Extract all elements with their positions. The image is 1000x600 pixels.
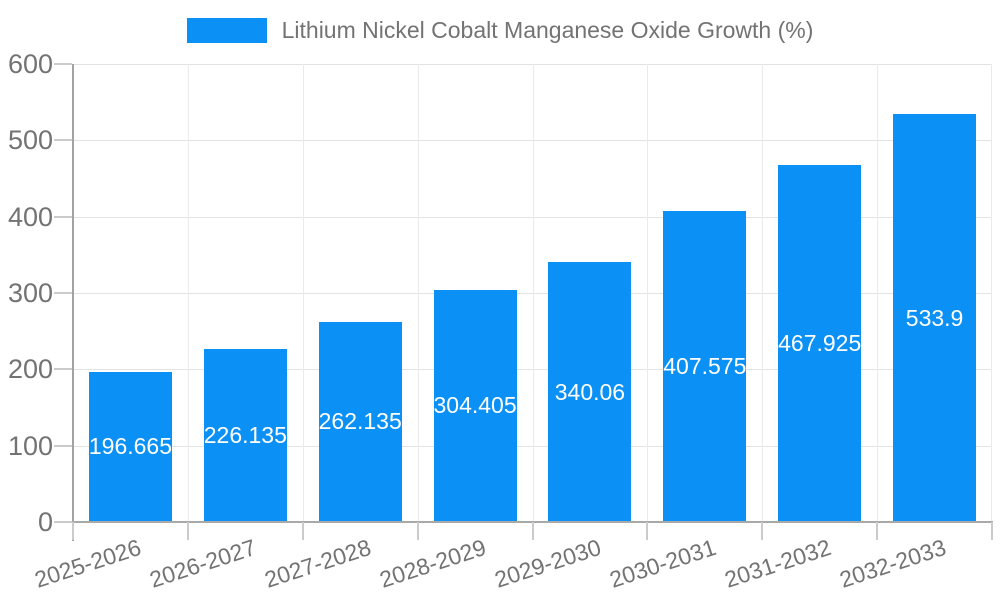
x-tick-mark (991, 522, 993, 540)
x-tick-label: 2029-2030 (491, 534, 604, 593)
y-tick-mark (54, 215, 72, 218)
bar: 407.575 (663, 210, 747, 522)
y-tick-label: 0 (37, 507, 53, 537)
y-tick-mark (54, 368, 72, 371)
y-tick-mark (54, 63, 72, 65)
x-tick-label: 2032-2033 (835, 534, 949, 593)
bar: 467.925 (778, 164, 862, 522)
x-tick-mark (531, 522, 534, 540)
plot-area: 196.665 226.135 262.135 304.405 340.06 407.57… (73, 64, 992, 522)
bar-value-label: 407.575 (663, 352, 747, 379)
bar: 262.135 (318, 321, 402, 522)
v-gridline (302, 64, 304, 522)
bar-value-label: 226.135 (203, 422, 287, 449)
bar-value-label: 262.135 (318, 408, 402, 435)
x-tick-mark (646, 522, 649, 540)
legend: Lithium Nickel Cobalt Manganese Oxide Gr… (0, 15, 1000, 45)
bar-value-label: 340.06 (554, 378, 626, 405)
v-gridline (647, 64, 649, 522)
v-gridline (762, 64, 764, 522)
x-tick-label: 2026-2027 (146, 534, 260, 593)
x-tick-mark (761, 522, 764, 540)
bar-value-label: 196.665 (88, 433, 173, 460)
y-tick-label: 100 (7, 430, 53, 461)
y-tick-label: 600 (7, 49, 53, 79)
y-tick-mark (54, 521, 72, 523)
x-tick-mark (186, 522, 189, 540)
y-tick-label: 500 (7, 125, 53, 156)
legend-label[interactable]: Lithium Nickel Cobalt Manganese Oxide Gr… (281, 17, 814, 43)
y-tick-mark (54, 139, 72, 142)
v-gridline (187, 64, 189, 522)
bar: 226.135 (204, 349, 287, 522)
x-tick-label: 2031-2032 (721, 534, 834, 593)
bar: 340.06 (548, 262, 632, 522)
bar-value-label: 467.925 (778, 329, 862, 356)
bar-value-label: 304.405 (433, 392, 517, 419)
y-tick-mark (54, 444, 72, 447)
x-tick-mark (876, 522, 879, 540)
v-gridline (417, 64, 419, 522)
x-tick-mark (301, 522, 304, 540)
x-tick-mark (72, 522, 74, 540)
bar: 533.9 (893, 114, 977, 522)
bar-value-label: 533.9 (905, 304, 964, 331)
v-gridline (532, 64, 534, 522)
y-axis-line (71, 64, 74, 541)
x-tick-mark (416, 522, 419, 540)
y-tick-mark (54, 292, 72, 294)
v-gridline (877, 64, 879, 522)
y-tick-label: 300 (7, 278, 53, 308)
bar: 196.665 (88, 371, 173, 522)
v-gridline (991, 64, 992, 522)
y-tick-label: 200 (7, 354, 53, 385)
bar: 304.405 (433, 289, 517, 522)
x-tick-label: 2027-2028 (261, 534, 375, 593)
x-tick-label: 2025-2026 (31, 534, 145, 593)
x-tick-label: 2030-2031 (606, 534, 719, 593)
y-tick-label: 400 (7, 201, 53, 232)
x-tick-label: 2028-2029 (376, 534, 490, 593)
legend-swatch[interactable] (186, 17, 267, 43)
